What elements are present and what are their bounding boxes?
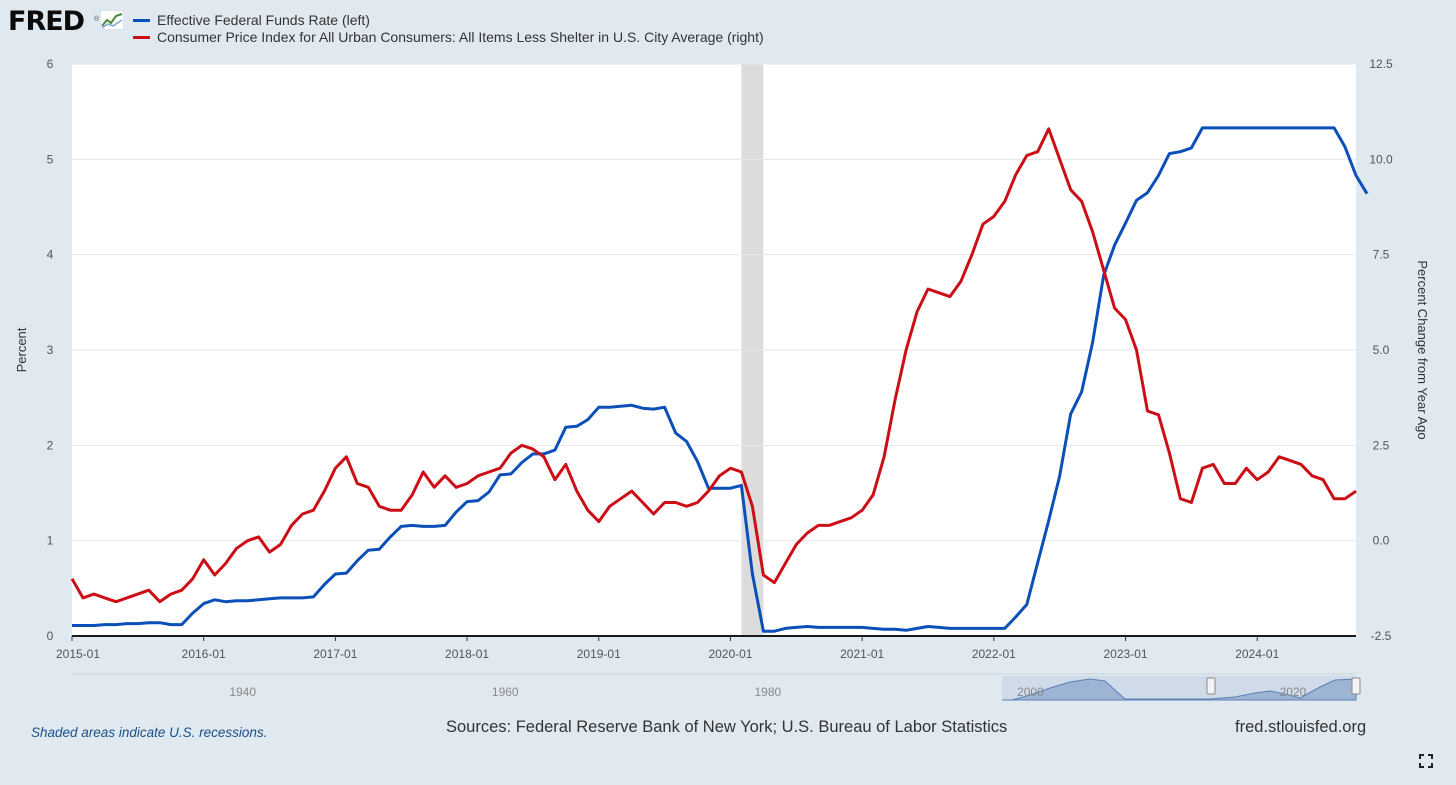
navigator-left-handle[interactable] [1206,677,1216,695]
x-tick-label: 2016-01 [182,647,226,661]
y-axis-left-label: Percent [14,327,29,372]
registered-mark: ® [94,16,100,23]
x-tick-label: 2019-01 [577,647,621,661]
y-axis-left-ticks: 0 1 2 3 4 5 6 [47,57,54,643]
chart-legend: Effective Federal Funds Rate (left) Cons… [133,12,764,46]
navigator-year-label: 2000 [1017,685,1044,699]
y-left-tick-label: 1 [47,534,54,548]
navigator-right-handle[interactable] [1351,677,1361,695]
x-tick-label: 2018-01 [445,647,489,661]
series-line-cpi[interactable] [70,127,1357,604]
navigator-series-area [1002,678,1357,701]
recession-note: Shaded areas indicate U.S. recessions. [31,725,268,740]
navigator-year-label: 2020 [1280,685,1307,699]
y-left-tick-label: 0 [47,629,54,643]
gridlines [72,63,1356,542]
site-link[interactable]: fred.stlouisfed.org [1235,718,1367,736]
x-tick-label: 2022-01 [972,647,1016,661]
series-lines [70,126,1369,633]
y-right-tick-label: 5.0 [1373,343,1390,357]
y-right-tick-label: -2.5 [1371,629,1392,643]
navigator-year-label: 1960 [492,685,519,699]
y-axis-right-label: Percent Change from Year Ago [1415,260,1430,439]
y-left-tick-label: 2 [47,438,54,452]
x-tick-label: 2023-01 [1104,647,1148,661]
x-tick-label: 2017-01 [313,647,357,661]
y-left-tick-label: 5 [47,152,54,166]
legend-swatch-cpi [133,36,150,39]
x-tick-label: 2020-01 [708,647,752,661]
y-right-tick-label: 12.5 [1369,57,1393,71]
legend-swatch-fed-funds [133,19,150,22]
line-chart-icon [100,10,124,30]
y-left-tick-label: 4 [47,248,54,262]
x-axis-ticks: 2015-01 2016-01 2017-01 2018-01 2019-01 2020-… [56,636,1280,661]
fred-logo[interactable]: FRED [8,6,85,37]
legend-label-fed-funds: Effective Federal Funds Rate (left) [157,12,370,28]
y-right-tick-label: 10.0 [1369,152,1393,166]
navigator-year-label: 1980 [754,685,781,699]
legend-item-cpi[interactable]: Consumer Price Index for All Urban Consu… [133,29,764,46]
x-tick-label: 2015-01 [56,647,100,661]
series-line-fed-funds[interactable] [72,126,1369,633]
sources-text: Sources: Federal Reserve Bank of New Yor… [446,718,1008,736]
legend-label-cpi: Consumer Price Index for All Urban Consu… [157,29,764,45]
chart-area: 2015-01 2016-01 2017-01 2018-01 2019-01 2020-… [14,57,1430,701]
y-right-tick-label: 7.5 [1373,248,1390,262]
y-axis-right-ticks: -2.5 0.0 2.5 5.0 7.5 10.0 12.5 [1369,57,1393,643]
fullscreen-icon[interactable] [1419,754,1433,768]
fred-logo-text: FRED [8,6,85,37]
y-left-tick-label: 3 [47,343,54,357]
legend-item-fed-funds[interactable]: Effective Federal Funds Rate (left) [133,12,764,29]
navigator-year-label: 1940 [229,685,256,699]
y-right-tick-label: 2.5 [1373,438,1390,452]
x-tick-label: 2024-01 [1235,647,1279,661]
time-range-navigator[interactable]: 1940 1960 1980 2000 2020 [72,673,1361,701]
y-right-tick-label: 0.0 [1373,534,1390,548]
x-tick-label: 2021-01 [840,647,884,661]
chart-header: FRED ® Effective Federal Funds Rate (lef… [0,0,1456,52]
navigator-labels: 1940 1960 1980 2000 2020 [229,685,1306,699]
y-left-tick-label: 6 [47,57,54,71]
